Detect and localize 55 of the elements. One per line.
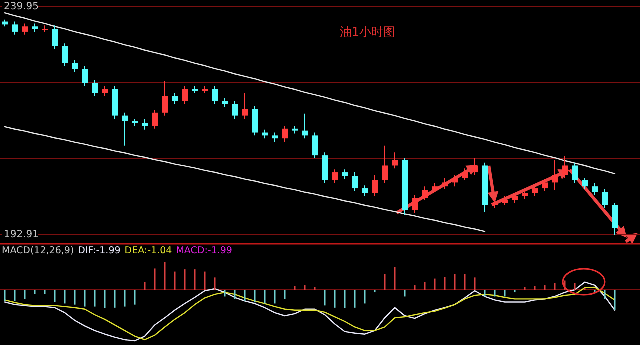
candlestick xyxy=(382,145,388,184)
candlestick xyxy=(22,23,28,36)
candlestick xyxy=(452,174,458,188)
series-label: MACD:-1.99 xyxy=(176,246,232,256)
candlestick xyxy=(232,100,238,120)
candlestick xyxy=(242,92,248,120)
candlestick xyxy=(52,25,58,50)
candlestick xyxy=(142,118,148,130)
chart-title: MACD(12,26,9) xyxy=(2,246,74,256)
y-tick-label: 192.91 xyxy=(4,230,39,240)
candlestick xyxy=(92,80,98,97)
candlestick xyxy=(532,185,538,197)
line-series xyxy=(4,12,616,175)
candlestick xyxy=(492,198,498,209)
candlestick xyxy=(312,132,318,159)
candlestick xyxy=(412,194,418,214)
candlestick xyxy=(282,125,288,142)
candlestick xyxy=(252,106,258,136)
text: DIF:-1.99 xyxy=(78,246,121,256)
candlestick xyxy=(122,112,128,146)
candlestick xyxy=(172,92,178,105)
candlestick xyxy=(332,169,338,184)
candlestick xyxy=(432,182,438,193)
candlestick xyxy=(612,202,618,236)
candlestick xyxy=(352,172,358,192)
candlestick xyxy=(82,66,88,87)
candlestick xyxy=(472,158,478,176)
candlestick xyxy=(582,178,588,190)
candlestick xyxy=(562,156,568,179)
candlestick xyxy=(272,132,278,142)
candlestick xyxy=(512,192,518,204)
y-tick-label: 239.95 xyxy=(4,2,39,12)
candlestick xyxy=(442,178,448,190)
candlestick xyxy=(592,182,598,196)
candlestick xyxy=(212,86,218,105)
candlestick xyxy=(552,160,558,191)
candlestick xyxy=(422,186,428,201)
candlestick xyxy=(542,178,548,192)
text: 油1小时图 xyxy=(340,25,396,39)
candlestick xyxy=(392,152,398,170)
candlestick xyxy=(102,86,108,97)
candlestick xyxy=(362,185,368,197)
candlestick xyxy=(152,109,158,130)
text: DEA:-1.04 xyxy=(124,246,172,256)
candlestick xyxy=(602,188,608,209)
candlestick xyxy=(62,43,68,67)
candlestick xyxy=(72,60,78,73)
candlestick xyxy=(342,169,348,180)
candlestick xyxy=(302,113,308,140)
candlestick xyxy=(572,162,578,184)
candlestick xyxy=(462,168,468,181)
candlestick xyxy=(372,174,378,197)
candlestick xyxy=(182,86,188,105)
candlestick xyxy=(12,21,18,36)
candlestick xyxy=(162,80,168,116)
